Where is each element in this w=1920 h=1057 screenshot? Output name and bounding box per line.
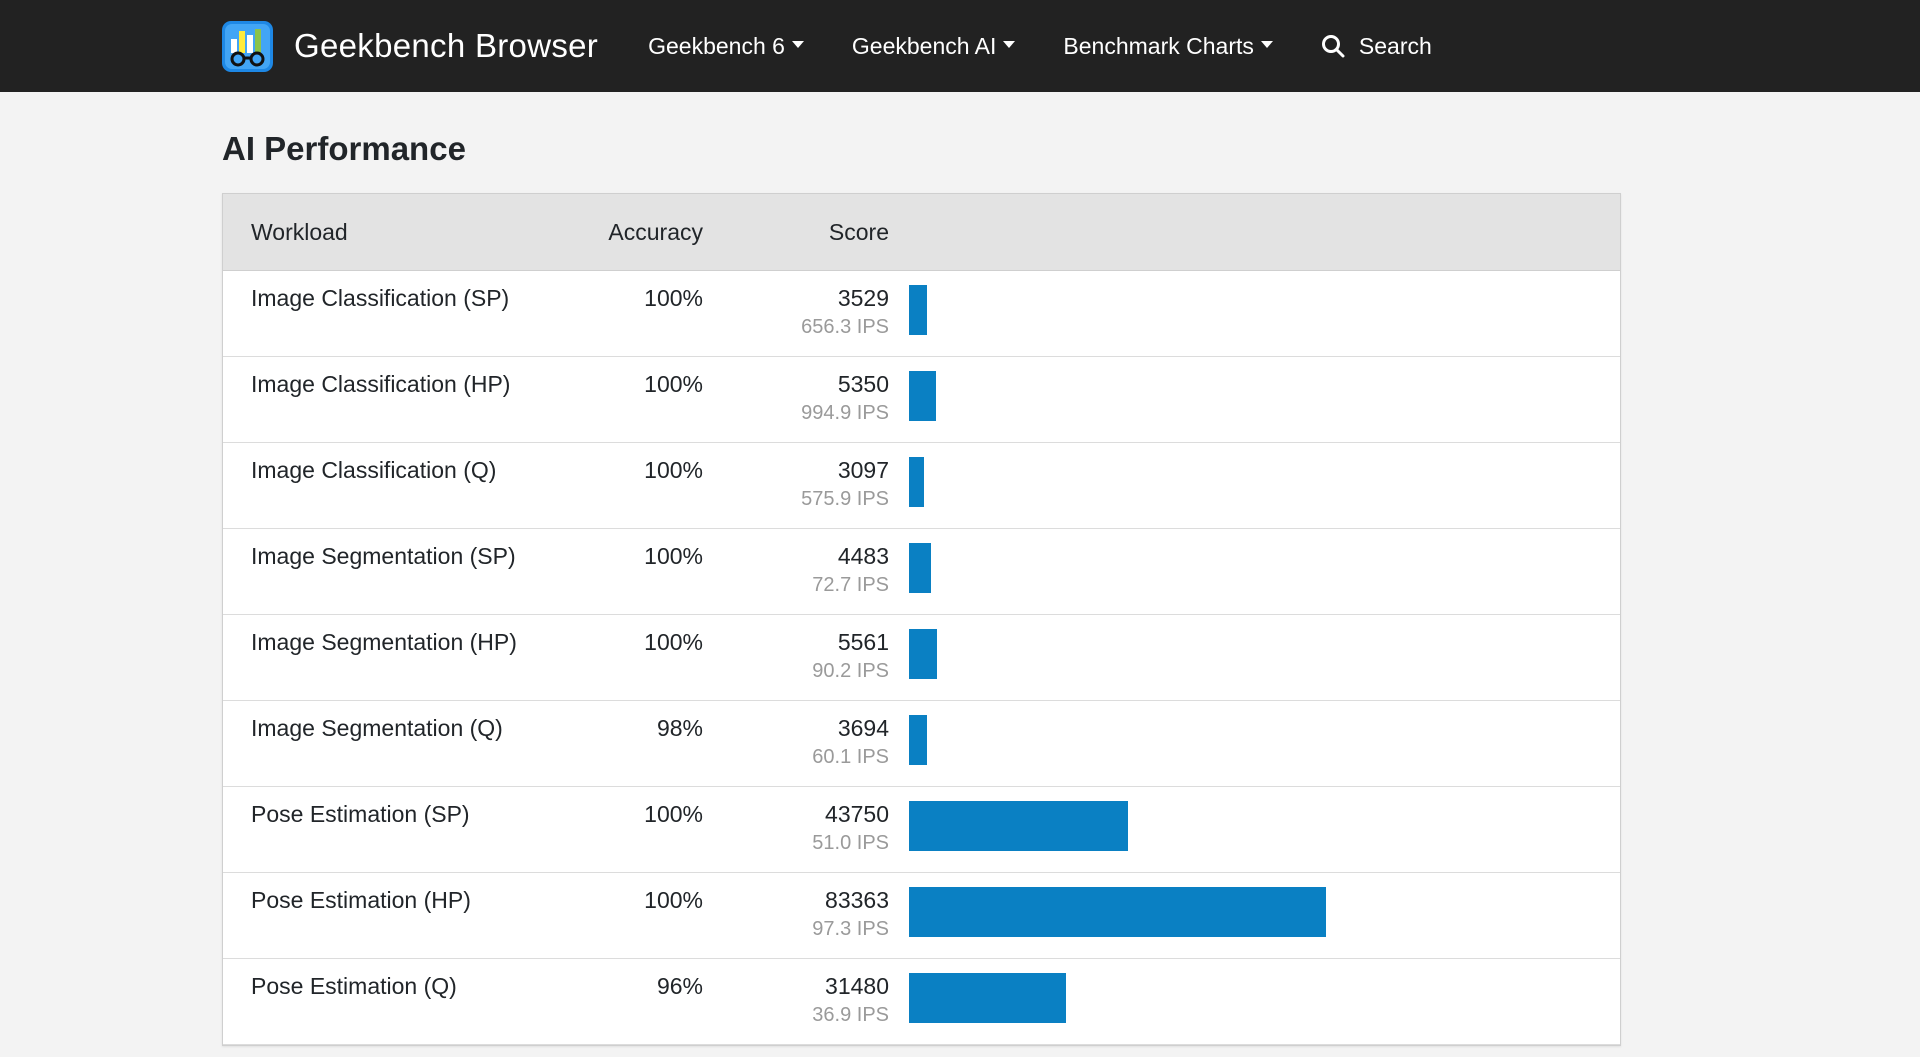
- score-ips: 994.9 IPS: [801, 402, 889, 424]
- brand-name: Geekbench Browser: [294, 27, 599, 64]
- accuracy-value: 100%: [644, 457, 703, 483]
- table-row: Image Segmentation (HP) 100% 5561 90.2 IPS: [223, 615, 1620, 701]
- header-accuracy: Accuracy: [608, 218, 703, 245]
- score-cell: 5350 994.9 IPS: [703, 357, 889, 425]
- score-value: 31480: [825, 973, 889, 999]
- workload-name: Image Segmentation (HP): [251, 629, 517, 655]
- score-bar-cell: [889, 615, 1620, 679]
- table-row: Pose Estimation (SP) 100% 43750 51.0 IPS: [223, 787, 1620, 873]
- score-cell: 43750 51.0 IPS: [703, 787, 889, 855]
- score-cell: 5561 90.2 IPS: [703, 615, 889, 683]
- score-bar-cell: [889, 959, 1620, 1023]
- main-content: AI Performance Workload Accuracy Score I…: [0, 92, 1920, 1046]
- accuracy-value: 100%: [644, 801, 703, 827]
- workload-name: Pose Estimation (Q): [251, 973, 457, 999]
- score-value: 83363: [825, 887, 889, 913]
- score-bar-cell: [889, 271, 1620, 335]
- nav-item-label: Benchmark Charts: [1063, 32, 1254, 59]
- score-cell: 3694 60.1 IPS: [703, 701, 889, 769]
- nav-geekbench-ai-dropdown[interactable]: Geekbench AI: [852, 33, 1016, 60]
- nav-item-label: Geekbench AI: [851, 32, 997, 59]
- score-value: 43750: [825, 801, 889, 827]
- table-row: Pose Estimation (HP) 100% 83363 97.3 IPS: [223, 873, 1620, 959]
- score-ips: 97.3 IPS: [812, 918, 889, 940]
- header-workload: Workload: [251, 218, 348, 245]
- workload-name: Image Segmentation (Q): [251, 715, 503, 741]
- nav-benchmark-charts-dropdown[interactable]: Benchmark Charts: [1063, 32, 1273, 60]
- score-value: 3694: [837, 715, 889, 741]
- score-value: 5561: [837, 629, 889, 655]
- score-ips: 90.2 IPS: [812, 660, 889, 682]
- score-bar-cell: [889, 873, 1620, 937]
- accuracy-value: 100%: [644, 285, 703, 311]
- accuracy-value: 100%: [644, 887, 703, 913]
- search-icon: [1321, 35, 1345, 58]
- score-bar-cell: [889, 787, 1620, 851]
- score-ips: 60.1 IPS: [812, 746, 889, 768]
- workload-name: Pose Estimation (HP): [251, 887, 471, 913]
- score-cell: 83363 97.3 IPS: [703, 873, 889, 941]
- workload-name: Image Segmentation (SP): [251, 543, 516, 569]
- table-row: Image Classification (Q) 100% 3097 575.9 IP…: [223, 443, 1620, 529]
- score-bar: [909, 285, 927, 335]
- score-ips: 36.9 IPS: [812, 1004, 889, 1026]
- score-ips: 575.9 IPS: [801, 488, 889, 510]
- nav-geekbench-6-dropdown[interactable]: Geekbench 6: [648, 33, 804, 60]
- accuracy-value: 96%: [656, 973, 703, 999]
- table-row: Image Classification (HP) 100% 5350 994.9 I…: [223, 357, 1620, 443]
- geekbench-logo-icon: [222, 20, 273, 72]
- score-value: 3529: [837, 285, 889, 311]
- ai-performance-table: Workload Accuracy Score Image Classifica…: [222, 193, 1621, 1046]
- table-header: Workload Accuracy Score: [223, 194, 1620, 271]
- score-bar: [909, 801, 1128, 851]
- score-value: 5350: [837, 371, 889, 397]
- score-cell: 3097 575.9 IPS: [703, 443, 889, 511]
- table-row: Pose Estimation (Q) 96% 31480 36.9 IPS: [223, 959, 1620, 1045]
- score-bar-cell: [889, 701, 1620, 765]
- brand-link[interactable]: Geekbench Browser: [222, 20, 599, 72]
- score-cell: 31480 36.9 IPS: [703, 959, 889, 1027]
- page-title: AI Performance: [222, 130, 466, 167]
- score-value: 4483: [837, 543, 889, 569]
- score-ips: 51.0 IPS: [812, 832, 889, 854]
- score-bar: [909, 457, 924, 507]
- score-value: 3097: [837, 457, 889, 483]
- accuracy-value: 100%: [644, 629, 703, 655]
- workload-name: Pose Estimation (SP): [251, 801, 470, 827]
- score-cell: 3529 656.3 IPS: [703, 271, 889, 339]
- caret-down-icon: [791, 40, 804, 48]
- table-row: Image Segmentation (SP) 100% 4483 72.7 IPS: [223, 529, 1620, 615]
- score-bar-cell: [889, 443, 1620, 507]
- score-bar: [909, 629, 937, 679]
- score-ips: 72.7 IPS: [812, 574, 889, 596]
- workload-name: Image Classification (Q): [251, 457, 497, 483]
- search-link[interactable]: Search: [1321, 33, 1432, 60]
- search-label: Search: [1358, 32, 1432, 59]
- score-bar: [909, 715, 927, 765]
- score-bar: [909, 543, 931, 593]
- top-navbar: Geekbench Browser Geekbench 6 Geekbench …: [0, 0, 1920, 92]
- header-score: Score: [828, 218, 889, 245]
- accuracy-value: 100%: [644, 543, 703, 569]
- score-bar: [909, 973, 1066, 1023]
- score-bar: [909, 887, 1326, 937]
- score-bar-cell: [889, 529, 1620, 593]
- score-bar-cell: [889, 357, 1620, 421]
- score-ips: 656.3 IPS: [801, 316, 889, 338]
- table-body: Image Classification (SP) 100% 3529 656.3 I…: [223, 271, 1620, 1045]
- nav-item-label: Geekbench 6: [648, 32, 785, 59]
- accuracy-value: 98%: [656, 715, 703, 741]
- caret-down-icon: [1260, 40, 1273, 48]
- accuracy-value: 100%: [644, 371, 703, 397]
- score-cell: 4483 72.7 IPS: [703, 529, 889, 597]
- table-row: Image Classification (SP) 100% 3529 656.3 I…: [223, 271, 1620, 357]
- caret-down-icon: [1003, 40, 1016, 48]
- table-row: Image Segmentation (Q) 98% 3694 60.1 IPS: [223, 701, 1620, 787]
- workload-name: Image Classification (SP): [251, 285, 510, 311]
- workload-name: Image Classification (HP): [251, 371, 511, 397]
- score-bar: [909, 371, 936, 421]
